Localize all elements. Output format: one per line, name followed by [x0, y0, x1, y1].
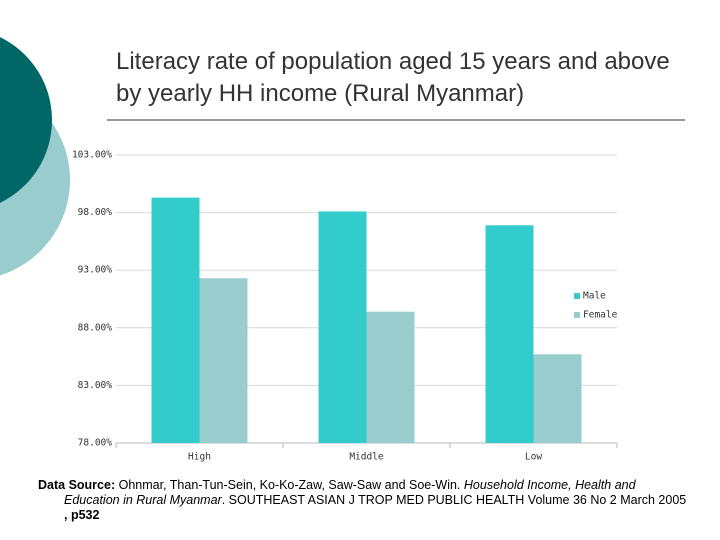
- y-tick-label: 78.00%: [78, 438, 113, 449]
- x-tick-label: Low: [525, 452, 542, 463]
- bar: [485, 225, 534, 443]
- source-work: Household Income, Health and Education i…: [64, 478, 636, 507]
- y-tick-label: 93.00%: [78, 265, 113, 276]
- legend-swatch: [574, 312, 580, 318]
- bar: [151, 197, 200, 443]
- source-label: Data Source:: [38, 478, 116, 492]
- y-tick-label: 83.00%: [78, 380, 113, 391]
- source-note: Data Source: Ohnmar, Than-Tun-Sein, Ko-K…: [38, 478, 688, 523]
- x-tick-label: High: [188, 452, 211, 463]
- chart-title: Literacy rate of population aged 15 year…: [116, 48, 670, 107]
- bar: [533, 354, 582, 443]
- y-tick-label: 103.00%: [72, 150, 112, 161]
- source-authors: Ohnmar, Than-Tun-Sein, Ko-Ko-Zaw, Saw-Sa…: [118, 478, 461, 492]
- source-journal: . SOUTHEAST ASIAN J TROP MED PUBLIC HEAL…: [221, 493, 687, 507]
- y-tick-label: 88.00%: [78, 322, 113, 333]
- legend-swatch: [574, 293, 580, 299]
- legend-label: Male: [583, 291, 606, 302]
- decor-circle: [0, 37, 52, 203]
- bar: [199, 278, 248, 443]
- bar: [366, 311, 415, 443]
- source-page: , p532: [64, 508, 100, 522]
- legend-label: Female: [583, 310, 618, 321]
- source-block: Data Source: Ohnmar, Than-Tun-Sein, Ko-K…: [38, 478, 688, 523]
- y-tick-label: 98.00%: [78, 207, 113, 218]
- x-tick-label: Middle: [349, 452, 384, 463]
- bar: [318, 211, 367, 443]
